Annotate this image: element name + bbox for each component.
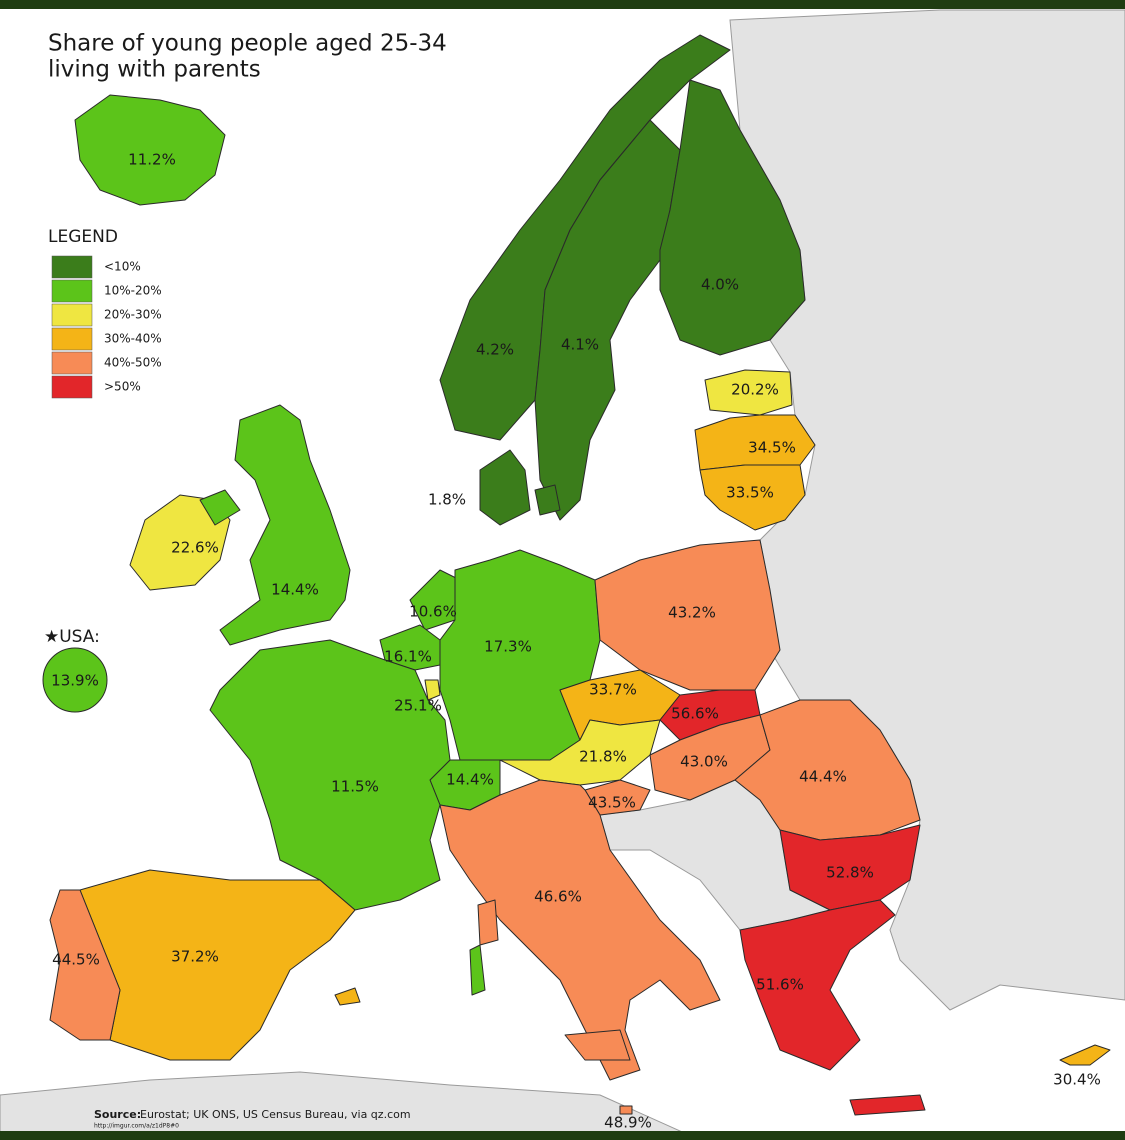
title-line-2: living with parents bbox=[48, 57, 261, 83]
legend-title: LEGEND bbox=[48, 227, 118, 247]
region-value: 10.6% bbox=[409, 603, 457, 621]
region-shape bbox=[424, 679, 441, 701]
region-shape bbox=[469, 944, 486, 996]
region-value: 33.7% bbox=[589, 681, 637, 699]
region-value: 43.5% bbox=[588, 794, 636, 812]
region-value: 33.5% bbox=[726, 484, 774, 502]
legend-swatch bbox=[51, 303, 93, 327]
usa-marker bbox=[42, 647, 108, 713]
region-value: 11.2% bbox=[128, 151, 176, 169]
region-value: 17.3% bbox=[484, 638, 532, 656]
region-shape bbox=[779, 824, 921, 911]
region-shape bbox=[849, 1094, 926, 1116]
source-url: http://imgur.com/a/z1dP8#0 bbox=[94, 1123, 179, 1130]
region-value: 14.4% bbox=[271, 581, 319, 599]
region-shape bbox=[1059, 1044, 1111, 1066]
region-shape bbox=[594, 539, 781, 691]
usa-label: ★USA: bbox=[44, 627, 100, 647]
region-shape bbox=[534, 119, 681, 521]
legend-swatch bbox=[51, 351, 93, 375]
region-shape bbox=[74, 94, 226, 206]
region-shape bbox=[564, 1029, 631, 1061]
source-text: Eurostat; UK ONS, US Census Bureau, via … bbox=[140, 1108, 411, 1121]
top-border bbox=[0, 0, 1125, 9]
region-value: 52.8% bbox=[826, 864, 874, 882]
region-value: 25.1% bbox=[394, 697, 442, 715]
bottom-border bbox=[0, 1131, 1125, 1140]
region-shape bbox=[129, 494, 231, 591]
region-value: 43.2% bbox=[668, 604, 716, 622]
region-shape bbox=[49, 889, 121, 1041]
region-value: 37.2% bbox=[171, 948, 219, 966]
legend-label: 20%-30% bbox=[104, 308, 162, 322]
legend-swatch bbox=[51, 375, 93, 399]
region-value: 1.8% bbox=[428, 491, 466, 509]
source-label: Source: bbox=[94, 1108, 141, 1121]
region-value: 34.5% bbox=[748, 439, 796, 457]
region-shape bbox=[704, 369, 793, 416]
region-value: 48.9% bbox=[604, 1114, 652, 1132]
region-value: 11.5% bbox=[331, 778, 379, 796]
region-value: 20.2% bbox=[731, 381, 779, 399]
region-value: 44.4% bbox=[799, 768, 847, 786]
region-shape bbox=[219, 404, 351, 646]
region-shape bbox=[199, 489, 241, 526]
region-value: 4.2% bbox=[476, 341, 514, 359]
region-value: 16.1% bbox=[384, 648, 432, 666]
region-value: 4.0% bbox=[701, 276, 739, 294]
legend-swatch bbox=[51, 255, 93, 279]
region-value: 43.0% bbox=[680, 753, 728, 771]
region-value: 4.1% bbox=[561, 336, 599, 354]
region-shape bbox=[477, 899, 499, 946]
regions bbox=[49, 34, 1111, 1116]
legend-label: <10% bbox=[104, 260, 141, 274]
region-shape bbox=[439, 34, 731, 441]
region-value: 22.6% bbox=[171, 539, 219, 557]
legend-label: 40%-50% bbox=[104, 356, 162, 370]
region-value: 44.5% bbox=[52, 951, 100, 969]
region-shape bbox=[659, 79, 806, 356]
region-value: 21.8% bbox=[579, 748, 627, 766]
region-shape bbox=[334, 987, 361, 1006]
legend: <10% 10%-20% 20%-30% 30%-40% 40%-50% >50% bbox=[51, 255, 162, 399]
region-shape bbox=[739, 899, 896, 1071]
region-value: 14.4% bbox=[446, 771, 494, 789]
legend-label: >50% bbox=[104, 380, 141, 394]
region-shape bbox=[619, 1105, 633, 1115]
region-shape bbox=[439, 779, 721, 1081]
region-labels: 11.2% 4.2% 4.1% 4.0% 20.2% 34.5% 33.5% 1.8% 22.6… bbox=[52, 151, 1101, 1132]
region-value: 46.6% bbox=[534, 888, 582, 906]
region-value: 51.6% bbox=[756, 976, 804, 994]
legend-label: 10%-20% bbox=[104, 284, 162, 298]
region-value: 30.4% bbox=[1053, 1071, 1101, 1089]
title-line-1: Share of young people aged 25-34 bbox=[48, 31, 447, 57]
region-shape bbox=[534, 484, 561, 516]
region-shape bbox=[699, 464, 806, 531]
african-land bbox=[0, 1071, 701, 1140]
region-shape bbox=[479, 449, 531, 526]
region-value: 56.6% bbox=[671, 705, 719, 723]
legend-swatch bbox=[51, 327, 93, 351]
usa-value: 13.9% bbox=[51, 672, 99, 690]
region-shape bbox=[209, 639, 451, 911]
legend-swatch bbox=[51, 279, 93, 303]
legend-label: 30%-40% bbox=[104, 332, 162, 346]
